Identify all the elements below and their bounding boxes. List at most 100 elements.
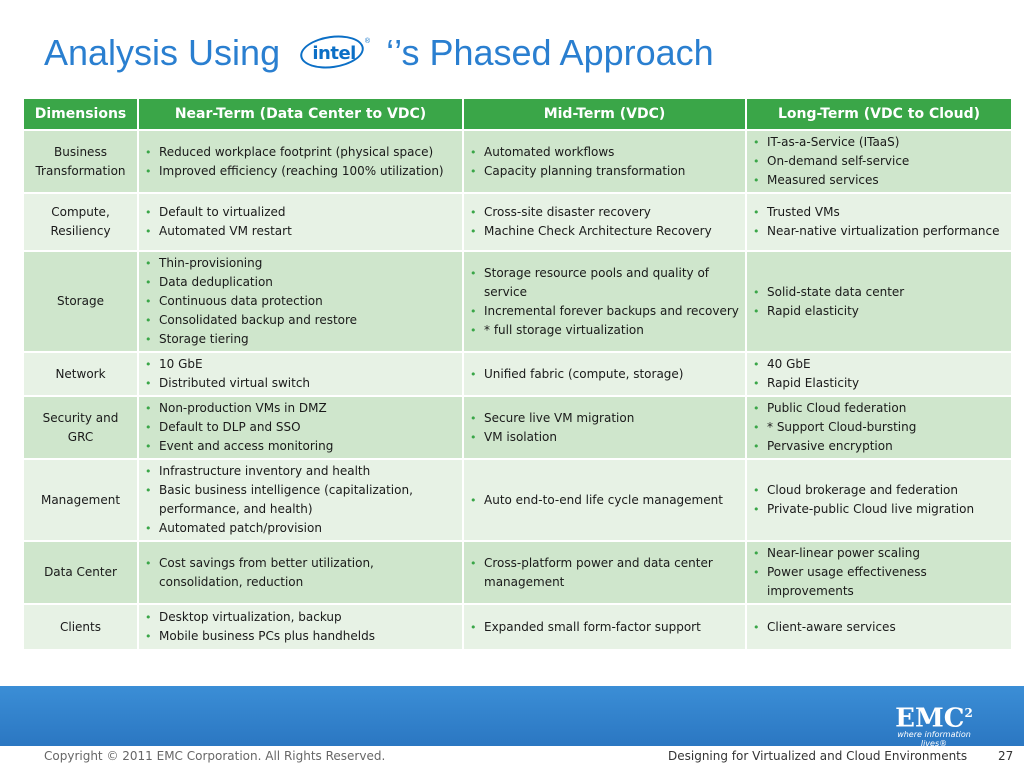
- mid-term-cell: • Automated workflows • Capacity planning t…: [463, 130, 747, 194]
- bullet-icon: •: [753, 174, 760, 187]
- list-item: • Incremental forever backups and recover…: [470, 302, 739, 321]
- list-item: • Desktop virtualization, backup: [145, 608, 456, 627]
- bullet-icon: •: [145, 421, 152, 434]
- bullet-icon: •: [145, 314, 152, 327]
- title-prefix: Analysis Using: [44, 32, 281, 73]
- bullet-icon: •: [145, 295, 152, 308]
- bullet-list: • Cross-site disaster recovery • Machine Ch…: [470, 203, 739, 241]
- emc-logo-word: EMC: [895, 703, 965, 734]
- bullet-icon: •: [145, 484, 152, 497]
- bullet-icon: •: [753, 566, 760, 579]
- list-item-text: Infrastructure inventory and health: [159, 464, 371, 478]
- list-item-text: Continuous data protection: [159, 294, 323, 308]
- list-item-text: Rapid elasticity: [767, 303, 859, 318]
- dimension-cell: Network: [24, 352, 139, 397]
- bullet-icon: •: [470, 430, 477, 444]
- list-item: • VM isolation: [470, 428, 739, 447]
- list-item: • Rapid elasticity: [753, 302, 1005, 321]
- bullet-icon: •: [753, 547, 760, 560]
- list-item: • Near-native virtualization performance: [753, 222, 1005, 241]
- list-item: • * Support Cloud-bursting: [753, 418, 1005, 437]
- bullet-icon: •: [753, 225, 760, 238]
- bullet-icon: •: [753, 377, 760, 390]
- table-row: Compute, Resiliency • Default to virtualiz…: [24, 193, 1013, 252]
- mid-term-cell: • Auto end-to-end life cycle management: [463, 459, 747, 542]
- bullet-icon: •: [470, 493, 477, 507]
- bullet-icon: •: [470, 206, 477, 219]
- list-item-text: Cloud brokerage and federation: [767, 483, 958, 497]
- long-term-cell: • 40 GbE • Rapid Elasticity: [746, 352, 1013, 397]
- near-term-cell: • Thin-provisioning • Data deduplication • Co…: [138, 251, 464, 353]
- list-item-text: Default to virtualized: [159, 205, 286, 219]
- table-row: Network • 10 GbE • Distributed virtual swit…: [24, 352, 1013, 397]
- long-term-cell: • Client-aware services: [746, 604, 1013, 651]
- list-item-text: Near-linear power scaling: [767, 546, 920, 560]
- mid-term-cell: • Secure live VM migration • VM isolation: [463, 396, 747, 460]
- list-item-text: On-demand self-service: [767, 154, 910, 168]
- bullet-icon: •: [753, 440, 760, 453]
- bullet-icon: •: [470, 225, 477, 238]
- list-item-text: Distributed virtual switch: [159, 376, 311, 390]
- list-item-text: Measured services: [767, 173, 879, 187]
- bullet-icon: •: [145, 358, 152, 371]
- list-item: • Consolidated backup and restore: [145, 311, 456, 330]
- list-item-text: Machine Check Architecture Recovery: [484, 224, 712, 238]
- list-item: • IT-as-a-Service (ITaaS): [753, 133, 1005, 152]
- list-item: • Cross-site disaster recovery: [470, 203, 739, 222]
- bullet-list: • Solid-state data center • Rapid elasticit…: [753, 283, 1005, 321]
- bullet-list: • 10 GbE • Distributed virtual switch: [145, 355, 456, 393]
- list-item-text: Default to DLP and SSO: [159, 420, 301, 434]
- list-item: • Auto end-to-end life cycle management: [470, 491, 739, 510]
- long-term-cell: • Public Cloud federation • * Support Cloud…: [746, 396, 1013, 460]
- copyright-text: Copyright © 2011 EMC Corporation. All Ri…: [44, 749, 386, 763]
- list-item: • Infrastructure inventory and health: [145, 462, 456, 481]
- list-item-text: Trusted VMs: [767, 205, 840, 219]
- long-term-cell: • IT-as-a-Service (ITaaS) • On-demand self…: [746, 130, 1013, 194]
- list-item-text: Storage resource pools and quality of se…: [484, 265, 710, 299]
- near-term-cell: • 10 GbE • Distributed virtual switch: [138, 352, 464, 397]
- course-title: Designing for Virtualized and Cloud Envi…: [668, 749, 968, 763]
- bullet-list: • Cloud brokerage and federation • Private-…: [753, 481, 1005, 519]
- bullet-icon: •: [145, 225, 152, 238]
- bullet-list: • Automated workflows • Capacity planning t…: [470, 143, 739, 181]
- list-item-text: Expanded small form-factor support: [484, 619, 701, 634]
- list-item: • Storage resource pools and quality of s…: [470, 264, 739, 302]
- list-item: • Non-production VMs in DMZ: [145, 399, 456, 418]
- list-item-text: Thin-provisioning: [159, 256, 263, 270]
- long-term-cell: • Cloud brokerage and federation • Private-…: [746, 459, 1013, 542]
- bullet-icon: •: [753, 503, 760, 516]
- near-term-cell: • Non-production VMs in DMZ • Default to D…: [138, 396, 464, 460]
- header-long-term: Long-Term (VDC to Cloud): [746, 99, 1013, 131]
- bullet-icon: •: [470, 620, 477, 634]
- bullet-icon: •: [145, 164, 152, 178]
- bullet-icon: •: [753, 304, 760, 318]
- list-item: • Automated workflows: [470, 143, 739, 162]
- bullet-icon: •: [145, 465, 152, 478]
- emc-logo: EMC2 where information lives®: [884, 700, 984, 748]
- bullet-list: • Default to virtualized • Automated VM res…: [145, 203, 456, 241]
- list-item-text: Capacity planning transformation: [484, 163, 686, 178]
- bullet-list: • Thin-provisioning • Data deduplication • Co…: [145, 254, 456, 349]
- list-item: • Thin-provisioning: [145, 254, 456, 273]
- list-item-text: Automated VM restart: [159, 224, 292, 238]
- header-dimensions: Dimensions: [24, 99, 139, 131]
- list-item-text: Automated patch/provision: [159, 521, 322, 535]
- bullet-list: • Storage resource pools and quality of s…: [470, 264, 739, 340]
- list-item: • Distributed virtual switch: [145, 374, 456, 393]
- list-item-text: Non-production VMs in DMZ: [159, 401, 327, 415]
- list-item: • Private-public Cloud live migration: [753, 500, 1005, 519]
- list-item: • Capacity planning transformation: [470, 162, 739, 181]
- bullet-list: • Auto end-to-end life cycle management: [470, 491, 739, 510]
- list-item: • Expanded small form-factor support: [470, 618, 739, 637]
- list-item: • Power usage effectiveness improvements: [753, 563, 1005, 601]
- list-item: • Continuous data protection: [145, 292, 456, 311]
- bullet-list: • Secure live VM migration • VM isolation: [470, 409, 739, 447]
- bullet-list: • Non-production VMs in DMZ • Default to D…: [145, 399, 456, 456]
- list-item-text: Basic business intelligence (capitalizat…: [159, 483, 413, 516]
- list-item-text: Mobile business PCs plus handhelds: [159, 629, 375, 643]
- bullet-icon: •: [470, 164, 477, 178]
- long-term-cell: • Trusted VMs • Near-native virtualization …: [746, 193, 1013, 252]
- list-item: • Reduced workplace footprint (physical s…: [145, 143, 456, 162]
- bullet-icon: •: [145, 402, 152, 415]
- list-item: • Measured services: [753, 171, 1005, 190]
